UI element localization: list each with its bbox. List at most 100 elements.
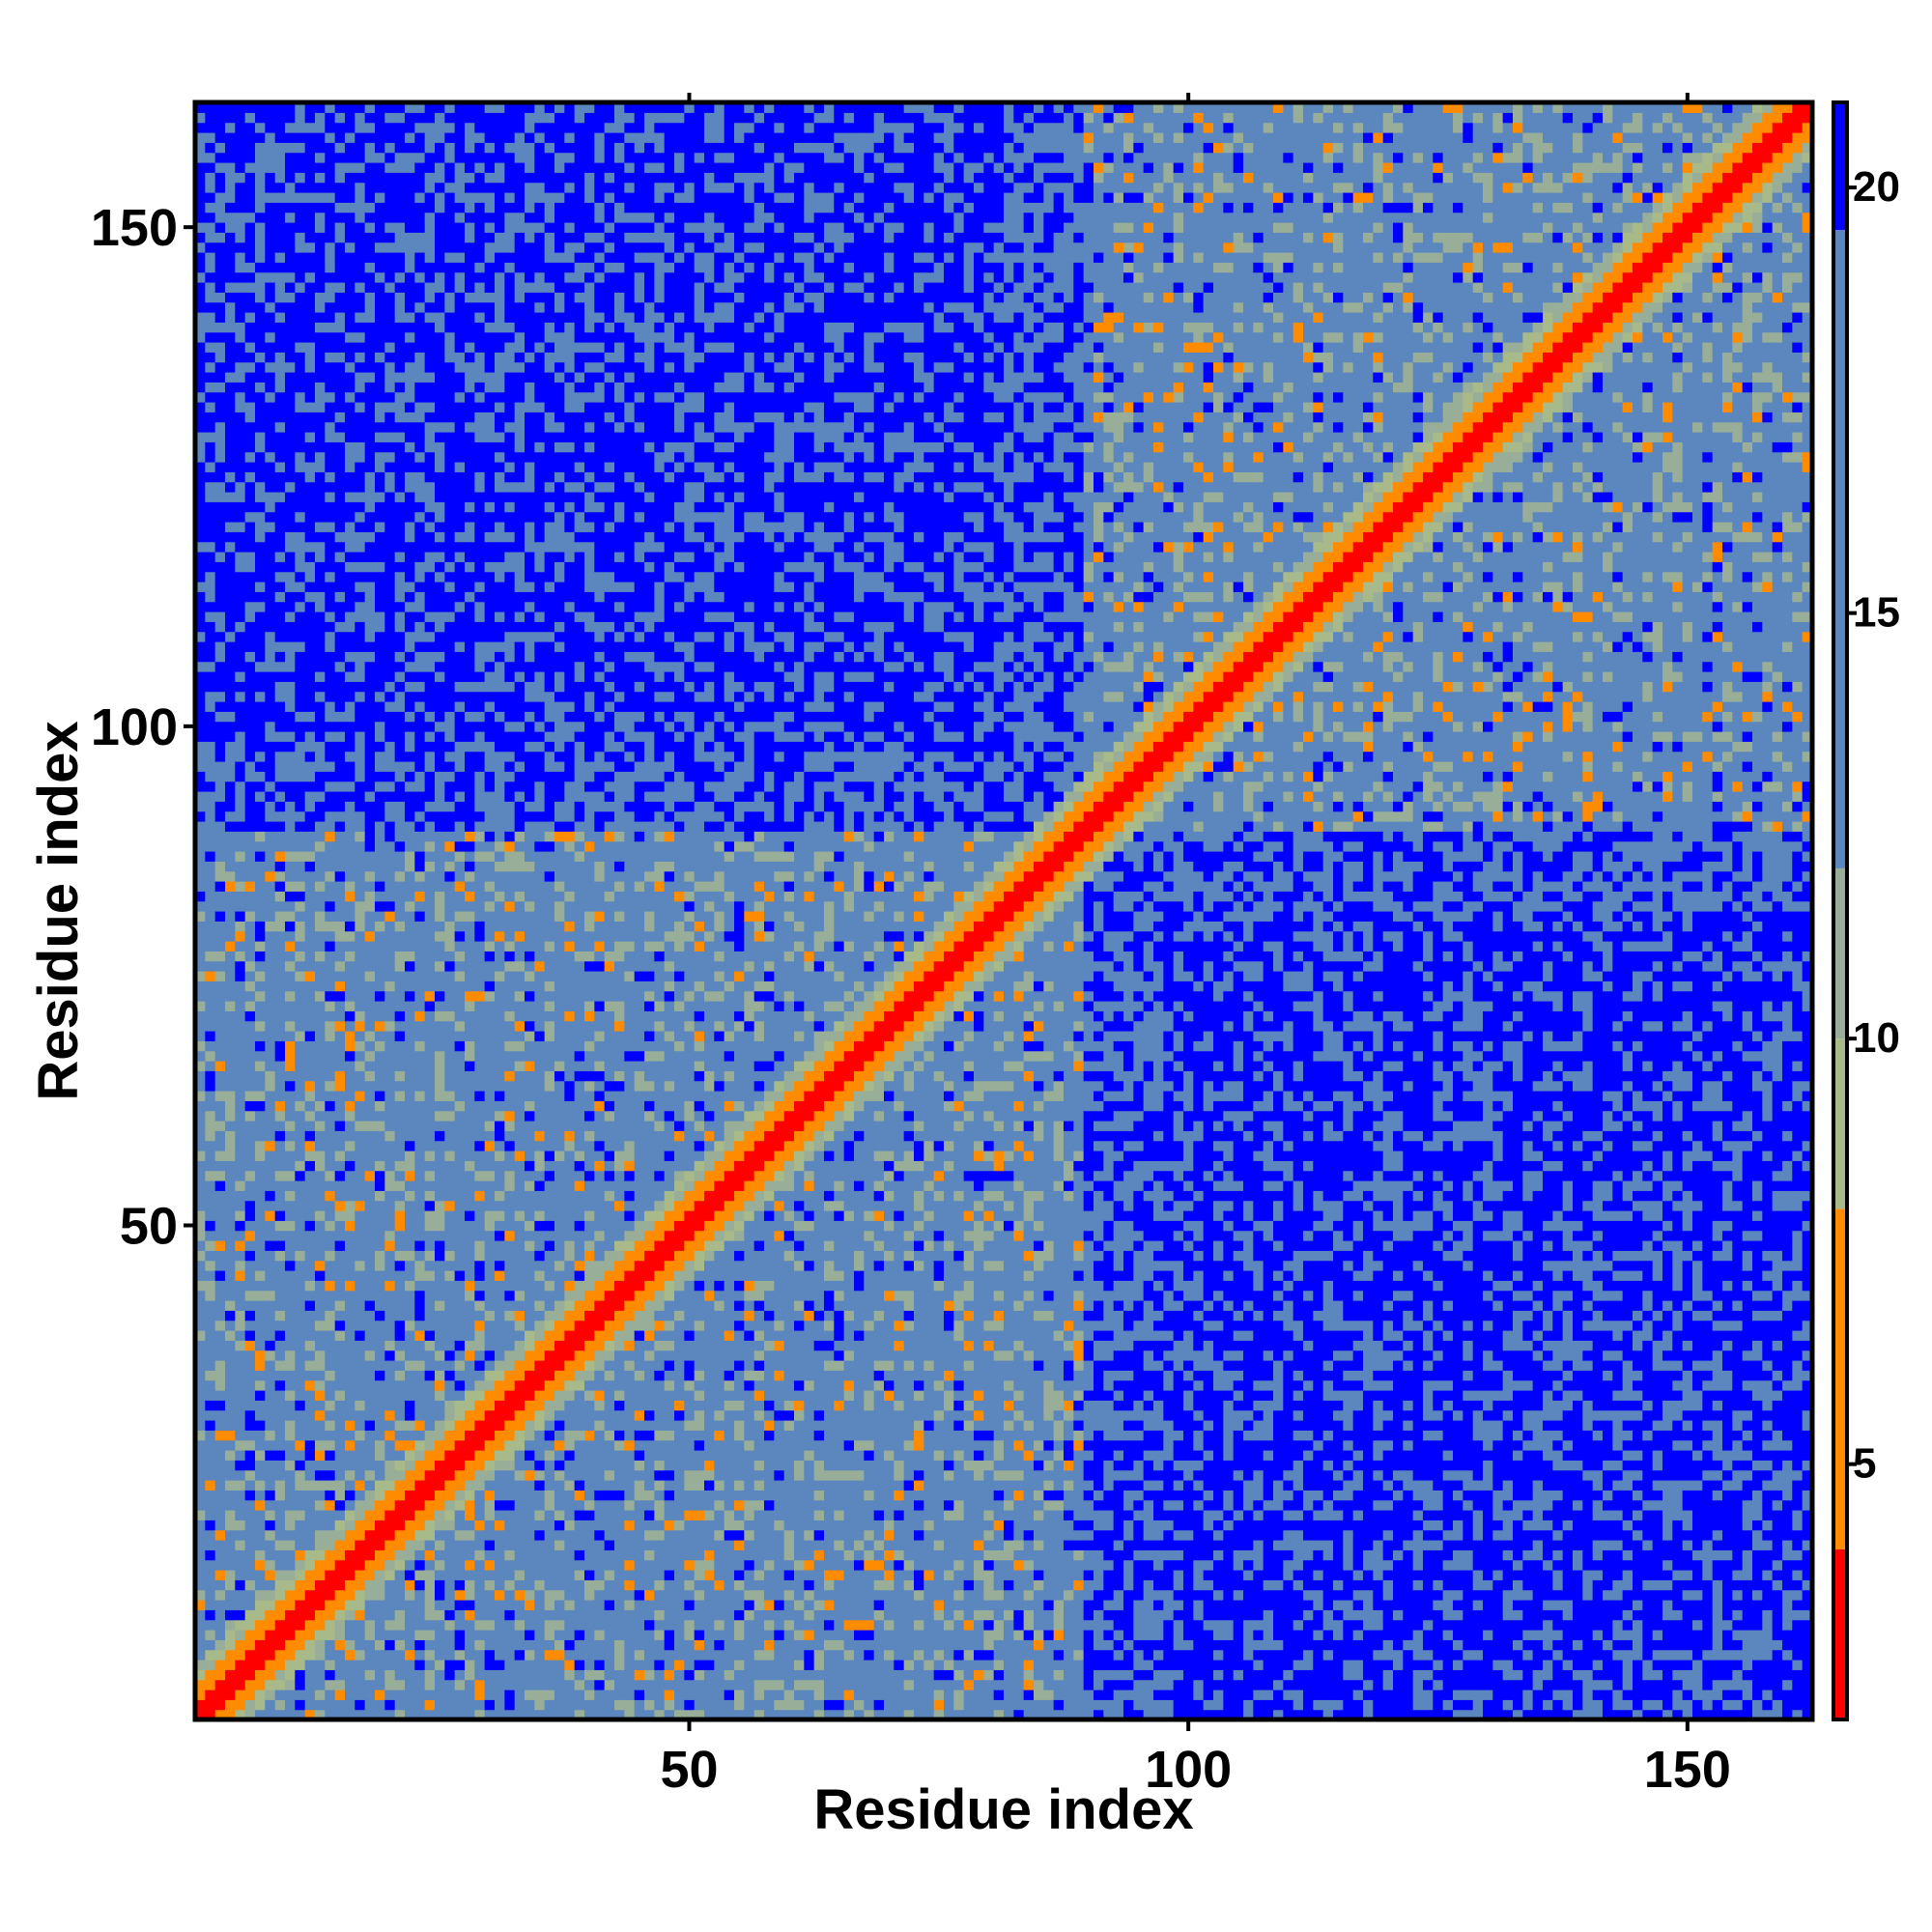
heatmap-cell	[334, 990, 346, 1002]
heatmap-cell	[454, 731, 466, 742]
heatmap-cell	[225, 721, 236, 732]
heatmap-cell	[444, 1260, 456, 1271]
heatmap-cell	[205, 791, 216, 802]
heatmap-cell	[244, 1340, 256, 1351]
heatmap-cell	[474, 342, 486, 353]
heatmap-cell	[285, 1450, 296, 1461]
heatmap-cell	[444, 432, 456, 442]
heatmap-cell	[205, 102, 216, 113]
heatmap-cell	[474, 172, 486, 184]
heatmap-cell	[265, 761, 276, 772]
heatmap-cell	[315, 361, 326, 373]
heatmap-cell	[214, 1310, 226, 1321]
heatmap-cell	[225, 1690, 236, 1700]
heatmap-cell	[474, 372, 486, 383]
heatmap-cell	[394, 212, 406, 223]
heatmap-cell	[304, 212, 316, 223]
heatmap-cell	[334, 402, 346, 412]
heatmap-cell	[435, 1040, 445, 1052]
heatmap-cell	[465, 1589, 475, 1601]
heatmap-cell	[474, 1709, 486, 1720]
heatmap-cell	[435, 810, 445, 822]
heatmap-cell	[375, 721, 385, 732]
heatmap-cell	[235, 1630, 246, 1640]
heatmap-cell	[414, 492, 426, 502]
heatmap-cell	[394, 1400, 406, 1411]
heatmap-cell	[394, 1370, 406, 1381]
heatmap-cell	[435, 1180, 445, 1191]
heatmap-cell	[414, 1031, 426, 1041]
heatmap-cell	[225, 1450, 236, 1461]
heatmap-cell	[265, 1190, 276, 1202]
heatmap-cell	[334, 1660, 346, 1670]
heatmap-cell	[195, 761, 206, 772]
heatmap-cell	[414, 1330, 426, 1341]
heatmap-cell	[345, 1690, 355, 1700]
heatmap-cell	[244, 1469, 256, 1481]
heatmap-cell	[355, 1280, 366, 1292]
heatmap-cell	[244, 522, 256, 532]
heatmap-cell	[265, 1040, 276, 1052]
heatmap-cell	[424, 481, 436, 493]
heatmap-cell	[465, 1510, 475, 1520]
heatmap-cell	[484, 1061, 496, 1071]
heatmap-cell	[265, 941, 276, 952]
heatmap-cell	[325, 1390, 336, 1401]
heatmap-cell	[384, 451, 396, 463]
heatmap-cell	[195, 1210, 206, 1221]
heatmap-cell	[315, 921, 326, 932]
heatmap-cell	[435, 1270, 445, 1281]
heatmap-cell	[474, 1430, 486, 1441]
heatmap-cell	[495, 1490, 505, 1501]
heatmap-cell	[255, 701, 266, 712]
heatmap-cell	[315, 1430, 326, 1441]
heatmap-cell	[495, 412, 505, 423]
heatmap-cell	[495, 611, 505, 622]
heatmap-cell	[304, 1630, 316, 1640]
heatmap-cell	[195, 611, 206, 622]
heatmap-cell	[435, 601, 445, 612]
heatmap-cell	[444, 851, 456, 862]
heatmap-cell	[304, 1151, 316, 1161]
heatmap-cell	[435, 1070, 445, 1082]
heatmap-cell	[315, 1220, 326, 1232]
heatmap-cell	[364, 821, 376, 832]
heatmap-cell	[484, 462, 496, 472]
heatmap-cell	[394, 162, 406, 173]
heatmap-cell	[315, 1460, 326, 1471]
heatmap-cell	[334, 1050, 346, 1062]
heatmap-cell	[364, 242, 376, 253]
heatmap-cell	[315, 721, 326, 732]
heatmap-cell	[405, 1609, 415, 1621]
heatmap-cell	[285, 840, 296, 852]
heatmap-cell	[285, 1370, 296, 1381]
heatmap-cell	[265, 1549, 276, 1561]
heatmap-cell	[244, 1529, 256, 1541]
heatmap-cell	[205, 921, 216, 932]
heatmap-cell	[375, 1260, 385, 1271]
heatmap-cell	[474, 1010, 486, 1022]
heatmap-cell	[384, 1540, 396, 1550]
heatmap-cell	[474, 1390, 486, 1401]
heatmap-cell	[384, 1320, 396, 1331]
heatmap-cell	[355, 821, 366, 832]
heatmap-cell	[364, 1050, 376, 1062]
heatmap-cell	[255, 451, 266, 463]
heatmap-cell	[235, 582, 246, 592]
heatmap-cell	[205, 761, 216, 772]
heatmap-cell	[325, 631, 336, 642]
heatmap-cell	[315, 162, 326, 173]
heatmap-cell	[474, 1340, 486, 1351]
heatmap-cell	[315, 1480, 326, 1491]
heatmap-cell	[295, 1210, 306, 1221]
heatmap-cell	[255, 801, 266, 812]
heatmap-cell	[414, 462, 426, 472]
heatmap-cell	[345, 342, 355, 353]
heatmap-cell	[285, 182, 296, 193]
heatmap-cell	[315, 990, 326, 1002]
heatmap-cell	[465, 1121, 475, 1131]
heatmap-cell	[325, 172, 336, 184]
heatmap-cell	[274, 980, 286, 992]
heatmap-cell	[394, 432, 406, 442]
heatmap-cell	[484, 242, 496, 253]
